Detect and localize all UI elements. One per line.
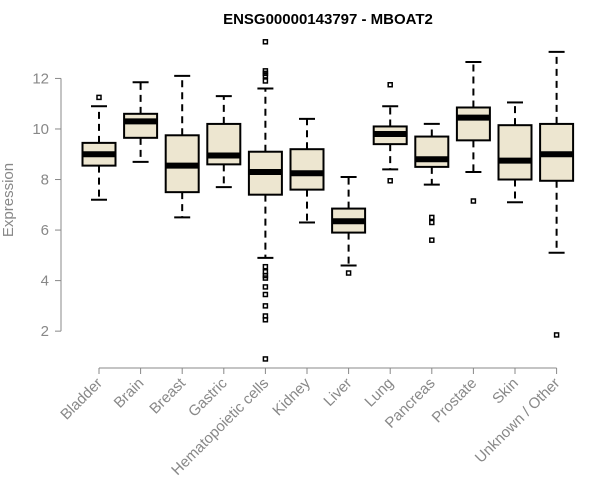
y-tick-label: 8 bbox=[41, 172, 49, 189]
outlier-point bbox=[429, 214, 435, 221]
outlier-point bbox=[96, 94, 102, 101]
box-iqr bbox=[289, 148, 325, 191]
box-group bbox=[247, 39, 283, 362]
outlier-point bbox=[262, 317, 269, 323]
y-tick-label: 4 bbox=[41, 273, 49, 290]
box-iqr bbox=[123, 112, 159, 139]
y-tick-label: 2 bbox=[41, 323, 49, 340]
box-group bbox=[206, 95, 242, 189]
box-group bbox=[81, 94, 117, 201]
outlier-point bbox=[262, 356, 269, 362]
outlier-point bbox=[387, 178, 393, 184]
box-iqr bbox=[414, 135, 450, 168]
outlier-point bbox=[262, 263, 269, 270]
outlier-point bbox=[429, 219, 435, 226]
outlier-point bbox=[470, 198, 477, 204]
y-tick-label: 6 bbox=[41, 222, 49, 239]
outlier-point bbox=[345, 270, 352, 276]
x-tick-label: Breast bbox=[146, 374, 189, 417]
box-group bbox=[539, 50, 575, 338]
outlier-point bbox=[262, 275, 269, 281]
y-tick-label: 12 bbox=[32, 70, 49, 87]
box-group bbox=[123, 81, 159, 163]
box-group bbox=[455, 61, 491, 204]
box-group bbox=[414, 122, 450, 243]
outlier-point bbox=[262, 303, 269, 309]
x-tick-label: Prostate bbox=[429, 375, 481, 427]
box-group bbox=[164, 74, 200, 219]
outlier-point bbox=[262, 73, 269, 79]
outlier-point bbox=[429, 237, 435, 243]
x-tick-label: Lung bbox=[361, 375, 397, 411]
x-tick-label: Liver bbox=[320, 375, 355, 410]
box-iqr bbox=[497, 124, 533, 181]
outlier-point bbox=[387, 82, 393, 88]
outlier-point bbox=[262, 291, 269, 298]
x-tick-label: Skin bbox=[489, 375, 522, 408]
x-tick-label: Kidney bbox=[269, 374, 314, 419]
y-axis-title: Expression bbox=[0, 163, 17, 237]
outlier-point bbox=[553, 332, 560, 338]
y-tick-label: 10 bbox=[32, 121, 49, 138]
box-group bbox=[289, 117, 325, 224]
box-group bbox=[331, 175, 367, 276]
box-iqr bbox=[455, 106, 491, 142]
box-group bbox=[497, 101, 533, 204]
x-tick-label: Bladder bbox=[57, 375, 106, 424]
outlier-point bbox=[262, 78, 269, 84]
outlier-point bbox=[262, 39, 269, 45]
boxes-layer bbox=[81, 39, 575, 362]
box-group bbox=[372, 82, 408, 184]
x-tick-label: Brain bbox=[111, 375, 148, 412]
outlier-point bbox=[262, 284, 269, 290]
y-axis: 2 4 6 8 10 12 bbox=[32, 70, 62, 340]
chart-title: ENSG00000143797 - MBOAT2 bbox=[223, 11, 433, 28]
